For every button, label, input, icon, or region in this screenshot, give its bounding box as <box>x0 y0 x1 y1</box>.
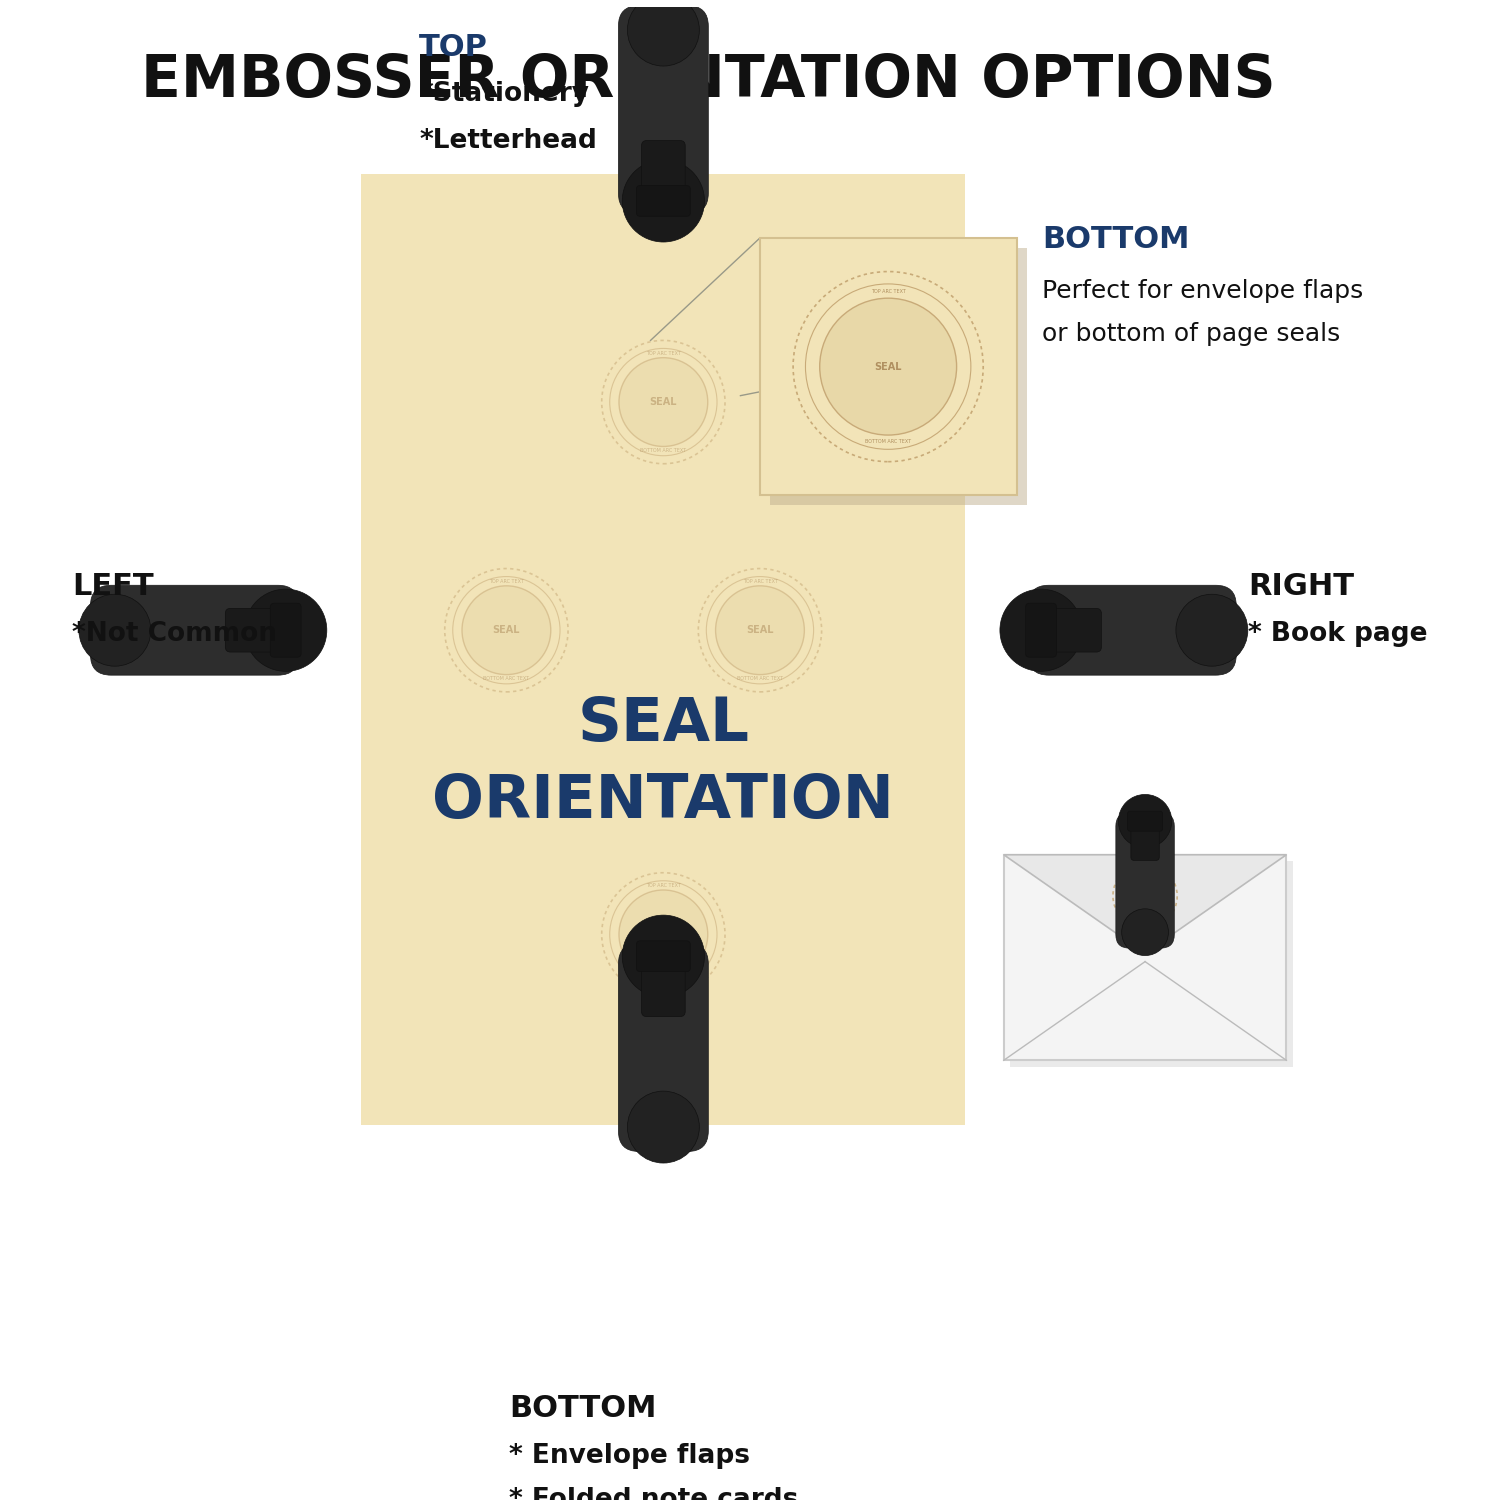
Circle shape <box>622 915 705 998</box>
Circle shape <box>627 0 699 66</box>
Text: LEFT: LEFT <box>72 573 154 602</box>
Text: TOP: TOP <box>420 33 488 62</box>
Text: EMBOSSER ORIENTATION OPTIONS: EMBOSSER ORIENTATION OPTIONS <box>141 53 1275 110</box>
Text: TOP ARC TEXT: TOP ARC TEXT <box>646 351 681 355</box>
Text: SEAL
ORIENTATION: SEAL ORIENTATION <box>432 694 894 831</box>
Text: BOTTOM ARC TEXT: BOTTOM ARC TEXT <box>640 448 687 453</box>
Text: SEAL: SEAL <box>1131 891 1160 902</box>
Circle shape <box>244 590 327 672</box>
Text: BOTTOM ARC TEXT: BOTTOM ARC TEXT <box>640 981 687 986</box>
Text: BOTTOM ARC TEXT: BOTTOM ARC TEXT <box>865 440 910 444</box>
FancyBboxPatch shape <box>1026 603 1056 657</box>
Text: SEAL: SEAL <box>650 930 676 939</box>
Text: TOP ARC TEXT: TOP ARC TEXT <box>742 579 777 584</box>
Text: SEAL: SEAL <box>650 398 676 406</box>
FancyBboxPatch shape <box>270 603 302 657</box>
Text: BOTTOM: BOTTOM <box>509 1395 657 1423</box>
Bar <box>1010 861 1293 1066</box>
Text: SEAL: SEAL <box>874 362 902 372</box>
Text: * Envelope flaps: * Envelope flaps <box>509 1443 750 1468</box>
FancyBboxPatch shape <box>1116 813 1174 948</box>
Text: * Folded note cards: * Folded note cards <box>509 1486 798 1500</box>
Text: TOP ARC TEXT: TOP ARC TEXT <box>489 579 524 584</box>
Circle shape <box>1176 594 1248 666</box>
FancyBboxPatch shape <box>642 956 686 1017</box>
Circle shape <box>1122 873 1168 919</box>
Text: Perfect for envelope flaps: Perfect for envelope flaps <box>1042 279 1364 303</box>
Circle shape <box>819 298 957 435</box>
Circle shape <box>80 594 152 666</box>
Text: BOTTOM ARC TEXT: BOTTOM ARC TEXT <box>483 676 530 681</box>
Bar <box>362 174 964 1125</box>
FancyBboxPatch shape <box>1128 812 1162 831</box>
Bar <box>759 238 1017 495</box>
FancyBboxPatch shape <box>1131 821 1160 861</box>
Circle shape <box>1122 909 1168 956</box>
Text: TOP ARC TEXT: TOP ARC TEXT <box>646 884 681 888</box>
Text: TOP ARC TEXT: TOP ARC TEXT <box>1128 868 1162 873</box>
Text: * Book page: * Book page <box>1248 621 1428 646</box>
FancyBboxPatch shape <box>1040 609 1101 652</box>
Text: RIGHT: RIGHT <box>1248 573 1354 602</box>
FancyBboxPatch shape <box>618 6 708 214</box>
Circle shape <box>1000 590 1082 672</box>
Text: SEAL: SEAL <box>492 626 520 634</box>
Polygon shape <box>1004 855 1287 954</box>
Text: BOTTOM ARC TEXT: BOTTOM ARC TEXT <box>736 676 783 681</box>
Text: *Stationery: *Stationery <box>420 81 590 108</box>
Text: BOTTOM ARC TEXT: BOTTOM ARC TEXT <box>1122 918 1168 924</box>
FancyBboxPatch shape <box>636 186 690 216</box>
Text: SEAL: SEAL <box>746 626 774 634</box>
Circle shape <box>1119 795 1172 847</box>
Text: TOP ARC TEXT: TOP ARC TEXT <box>870 290 906 294</box>
Circle shape <box>620 357 708 447</box>
Bar <box>770 249 1028 506</box>
Text: or bottom of page seals: or bottom of page seals <box>1042 321 1341 345</box>
Circle shape <box>462 586 550 675</box>
Circle shape <box>622 160 705 242</box>
FancyBboxPatch shape <box>618 944 708 1152</box>
Text: *Letterhead: *Letterhead <box>420 128 597 153</box>
FancyBboxPatch shape <box>1028 585 1236 675</box>
Circle shape <box>627 1090 699 1162</box>
Circle shape <box>620 890 708 980</box>
FancyBboxPatch shape <box>225 609 286 652</box>
Text: BOTTOM: BOTTOM <box>1042 225 1190 255</box>
Bar <box>1004 855 1287 1060</box>
Circle shape <box>716 586 804 675</box>
Text: *Not Common: *Not Common <box>72 621 278 646</box>
FancyBboxPatch shape <box>642 141 686 202</box>
FancyBboxPatch shape <box>90 585 298 675</box>
FancyBboxPatch shape <box>636 940 690 972</box>
